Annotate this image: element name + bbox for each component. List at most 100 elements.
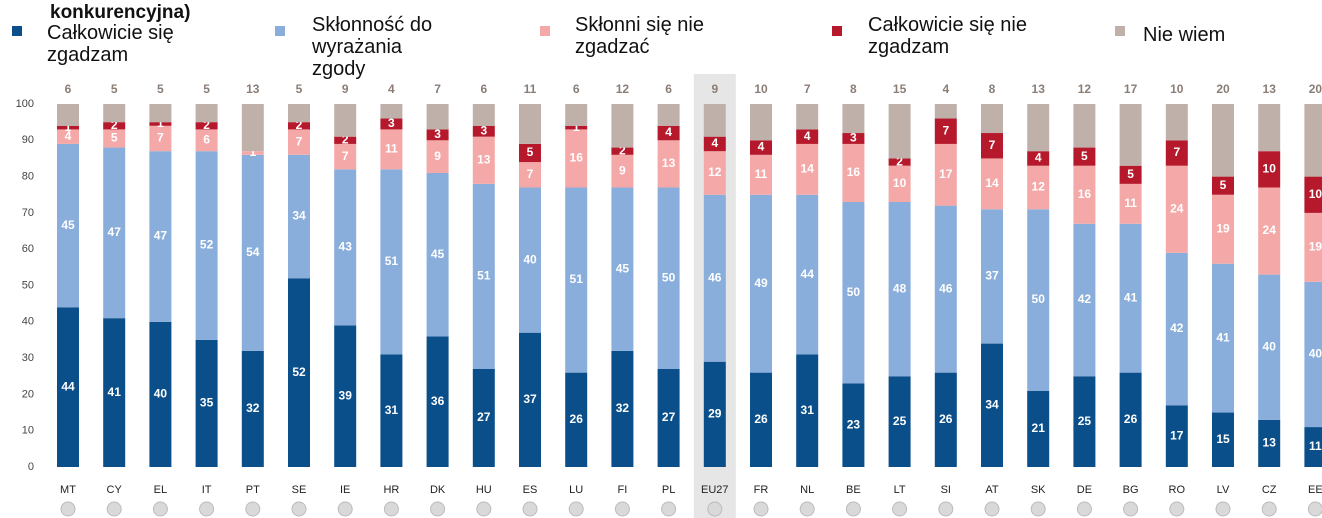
- x-tick-label: HU: [476, 484, 492, 496]
- segment-label: 19: [1216, 221, 1230, 235]
- bar-segment: [981, 343, 1003, 467]
- bar-segment: [241, 154, 264, 351]
- segment-label: 26: [939, 412, 953, 426]
- segment-label: 21: [1032, 421, 1046, 435]
- bar-segment: [611, 350, 634, 467]
- legend-swatch: [540, 26, 550, 36]
- segment-label: 50: [847, 285, 861, 299]
- segment-label: 6: [203, 132, 210, 146]
- bar-segment: [241, 350, 264, 467]
- segment-label: 46: [708, 270, 722, 284]
- bar-segment: [611, 147, 634, 155]
- segment-label: 25: [1078, 414, 1092, 428]
- bar-segment: [380, 129, 403, 170]
- flag: [1215, 501, 1231, 517]
- bar-segment: [934, 372, 957, 467]
- x-tick-label: EU27: [701, 484, 729, 496]
- bar-segment: [934, 118, 957, 144]
- segment-label: 44: [801, 267, 815, 281]
- segment-label: 1: [157, 116, 164, 130]
- bar-segment: [426, 140, 449, 173]
- segment-label: 54: [246, 245, 260, 259]
- y-tick-label: 70: [22, 207, 34, 219]
- bar-segment: [1073, 223, 1096, 377]
- flag: [522, 501, 538, 517]
- x-tick-label: HR: [383, 484, 399, 496]
- segment-label: 52: [200, 238, 214, 252]
- flag: [152, 501, 168, 517]
- segment-label: 27: [662, 410, 676, 424]
- flag: [476, 501, 492, 517]
- segment-label: 3: [434, 127, 441, 141]
- bar-segment: [1304, 281, 1322, 428]
- x-tick-label: LV: [1217, 484, 1230, 496]
- bar-segment: [472, 136, 495, 184]
- segment-label: 36: [431, 394, 445, 408]
- bar-segment: [981, 133, 1003, 159]
- bar-segment: [519, 187, 541, 333]
- segment-label: 45: [616, 261, 630, 275]
- bar-segment: [888, 376, 911, 467]
- flag: [383, 501, 399, 517]
- segment-label: 9: [619, 163, 626, 177]
- x-tick-label: SE: [292, 484, 307, 496]
- segment-label: 24: [1170, 201, 1184, 215]
- y-tick-label: 50: [22, 279, 34, 291]
- segment-label: 23: [847, 417, 861, 431]
- dont-know-label: 5: [296, 82, 303, 96]
- bar-segment: [241, 104, 264, 152]
- bar-segment: [796, 129, 819, 144]
- flag: [614, 501, 630, 517]
- bar-segment: [565, 187, 588, 373]
- flag: [568, 501, 584, 517]
- bar-segment: [657, 125, 680, 141]
- flag: [799, 501, 815, 517]
- y-tick-label: 20: [22, 388, 34, 400]
- dont-know-label: 9: [711, 82, 718, 96]
- segment-label: 2: [896, 154, 903, 168]
- x-tick-label: DK: [430, 484, 446, 496]
- segment-label: 1: [249, 145, 256, 159]
- flag: [1307, 501, 1322, 517]
- bar-segment: [1073, 376, 1096, 467]
- segment-label: 42: [1170, 321, 1184, 335]
- flag: [1030, 501, 1046, 517]
- dont-know-label: 12: [616, 82, 630, 96]
- segment-label: 26: [570, 412, 584, 426]
- bar-segment: [1165, 405, 1188, 467]
- segment-label: 4: [1035, 151, 1042, 165]
- bar-segment: [57, 143, 79, 308]
- bar-segment: [1119, 104, 1142, 166]
- segment-label: 5: [111, 131, 118, 145]
- bar-segment: [334, 325, 357, 467]
- segment-label: 2: [111, 118, 118, 132]
- bar-segment: [380, 118, 403, 130]
- segment-label: 48: [893, 281, 907, 295]
- flag: [60, 501, 76, 517]
- bar-segment: [657, 187, 680, 369]
- dont-know-label: 8: [989, 82, 996, 96]
- segment-label: 49: [754, 276, 768, 290]
- bar-segment: [1119, 372, 1142, 467]
- bar-segment: [1027, 209, 1050, 391]
- segment-label: 4: [711, 136, 718, 150]
- flag: [984, 501, 1000, 517]
- y-tick-label: 10: [22, 425, 34, 437]
- flag: [845, 501, 861, 517]
- flag: [661, 501, 677, 517]
- segment-label: 41: [108, 385, 122, 399]
- segment-label: 15: [1216, 432, 1230, 446]
- segment-label: 11: [1309, 439, 1322, 453]
- bar-segment: [103, 129, 126, 148]
- x-tick-label: RO: [1169, 484, 1186, 496]
- dont-know-label: 10: [754, 82, 768, 96]
- bar-segment: [103, 122, 126, 130]
- segment-label: 13: [1263, 436, 1277, 450]
- flag: [245, 501, 261, 517]
- bar-segment: [703, 361, 726, 467]
- bar-segment: [334, 104, 357, 137]
- segment-label: 51: [385, 254, 399, 268]
- x-tick-label: PL: [662, 484, 675, 496]
- segment-label: 5: [527, 145, 534, 159]
- bar-segment: [472, 125, 495, 137]
